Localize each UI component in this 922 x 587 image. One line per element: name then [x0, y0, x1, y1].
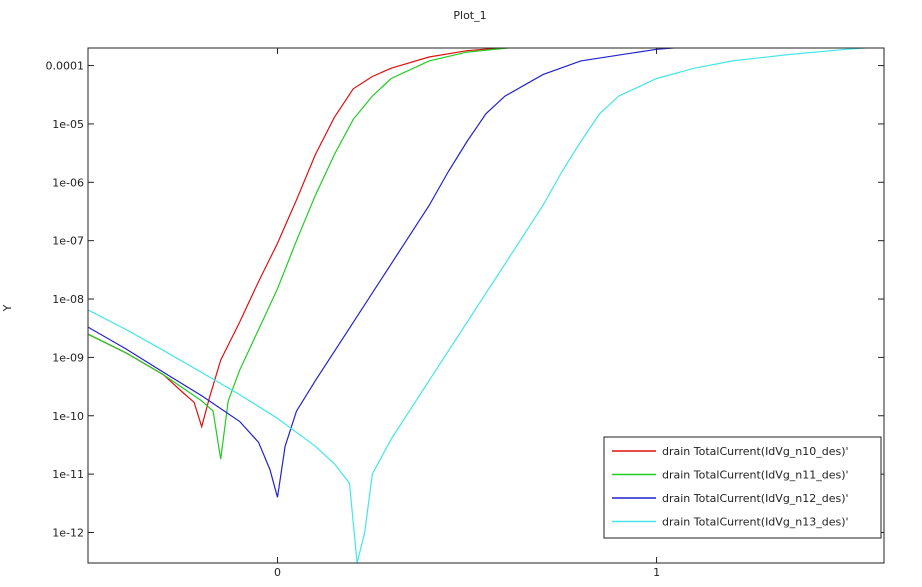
- y-tick-label: 1e-12: [52, 526, 84, 539]
- y-tick-label: 1e-07: [52, 235, 84, 248]
- y-tick-label: 1e-10: [52, 410, 84, 423]
- y-tick-label: 1e-11: [52, 468, 84, 481]
- x-tick-label: 1: [653, 566, 660, 579]
- legend: drain TotalCurrent(IdVg_n10_des)'drain T…: [603, 436, 882, 539]
- x-tick-label: 0: [274, 566, 281, 579]
- y-tick-label: 0.0001: [46, 60, 85, 73]
- y-tick-label: 1e-09: [52, 351, 84, 364]
- series-line-4: [88, 48, 866, 563]
- legend-label: drain TotalCurrent(IdVg_n11_des)': [662, 469, 849, 482]
- legend-label: drain TotalCurrent(IdVg_n12_des)': [662, 492, 849, 505]
- series-line-3: [88, 48, 682, 498]
- y-tick-label: 1e-06: [52, 176, 84, 189]
- y-axis-label: Y: [1, 304, 14, 312]
- series-line-1: [88, 48, 508, 429]
- plot-frame: [87, 47, 885, 564]
- chart-title: Plot_1: [453, 9, 486, 22]
- y-tick-label: 1e-05: [52, 118, 84, 131]
- legend-label: drain TotalCurrent(IdVg_n10_des)': [662, 445, 849, 458]
- y-tick-label: 1e-08: [52, 293, 84, 306]
- legend-label: drain TotalCurrent(IdVg_n13_des)': [662, 516, 849, 529]
